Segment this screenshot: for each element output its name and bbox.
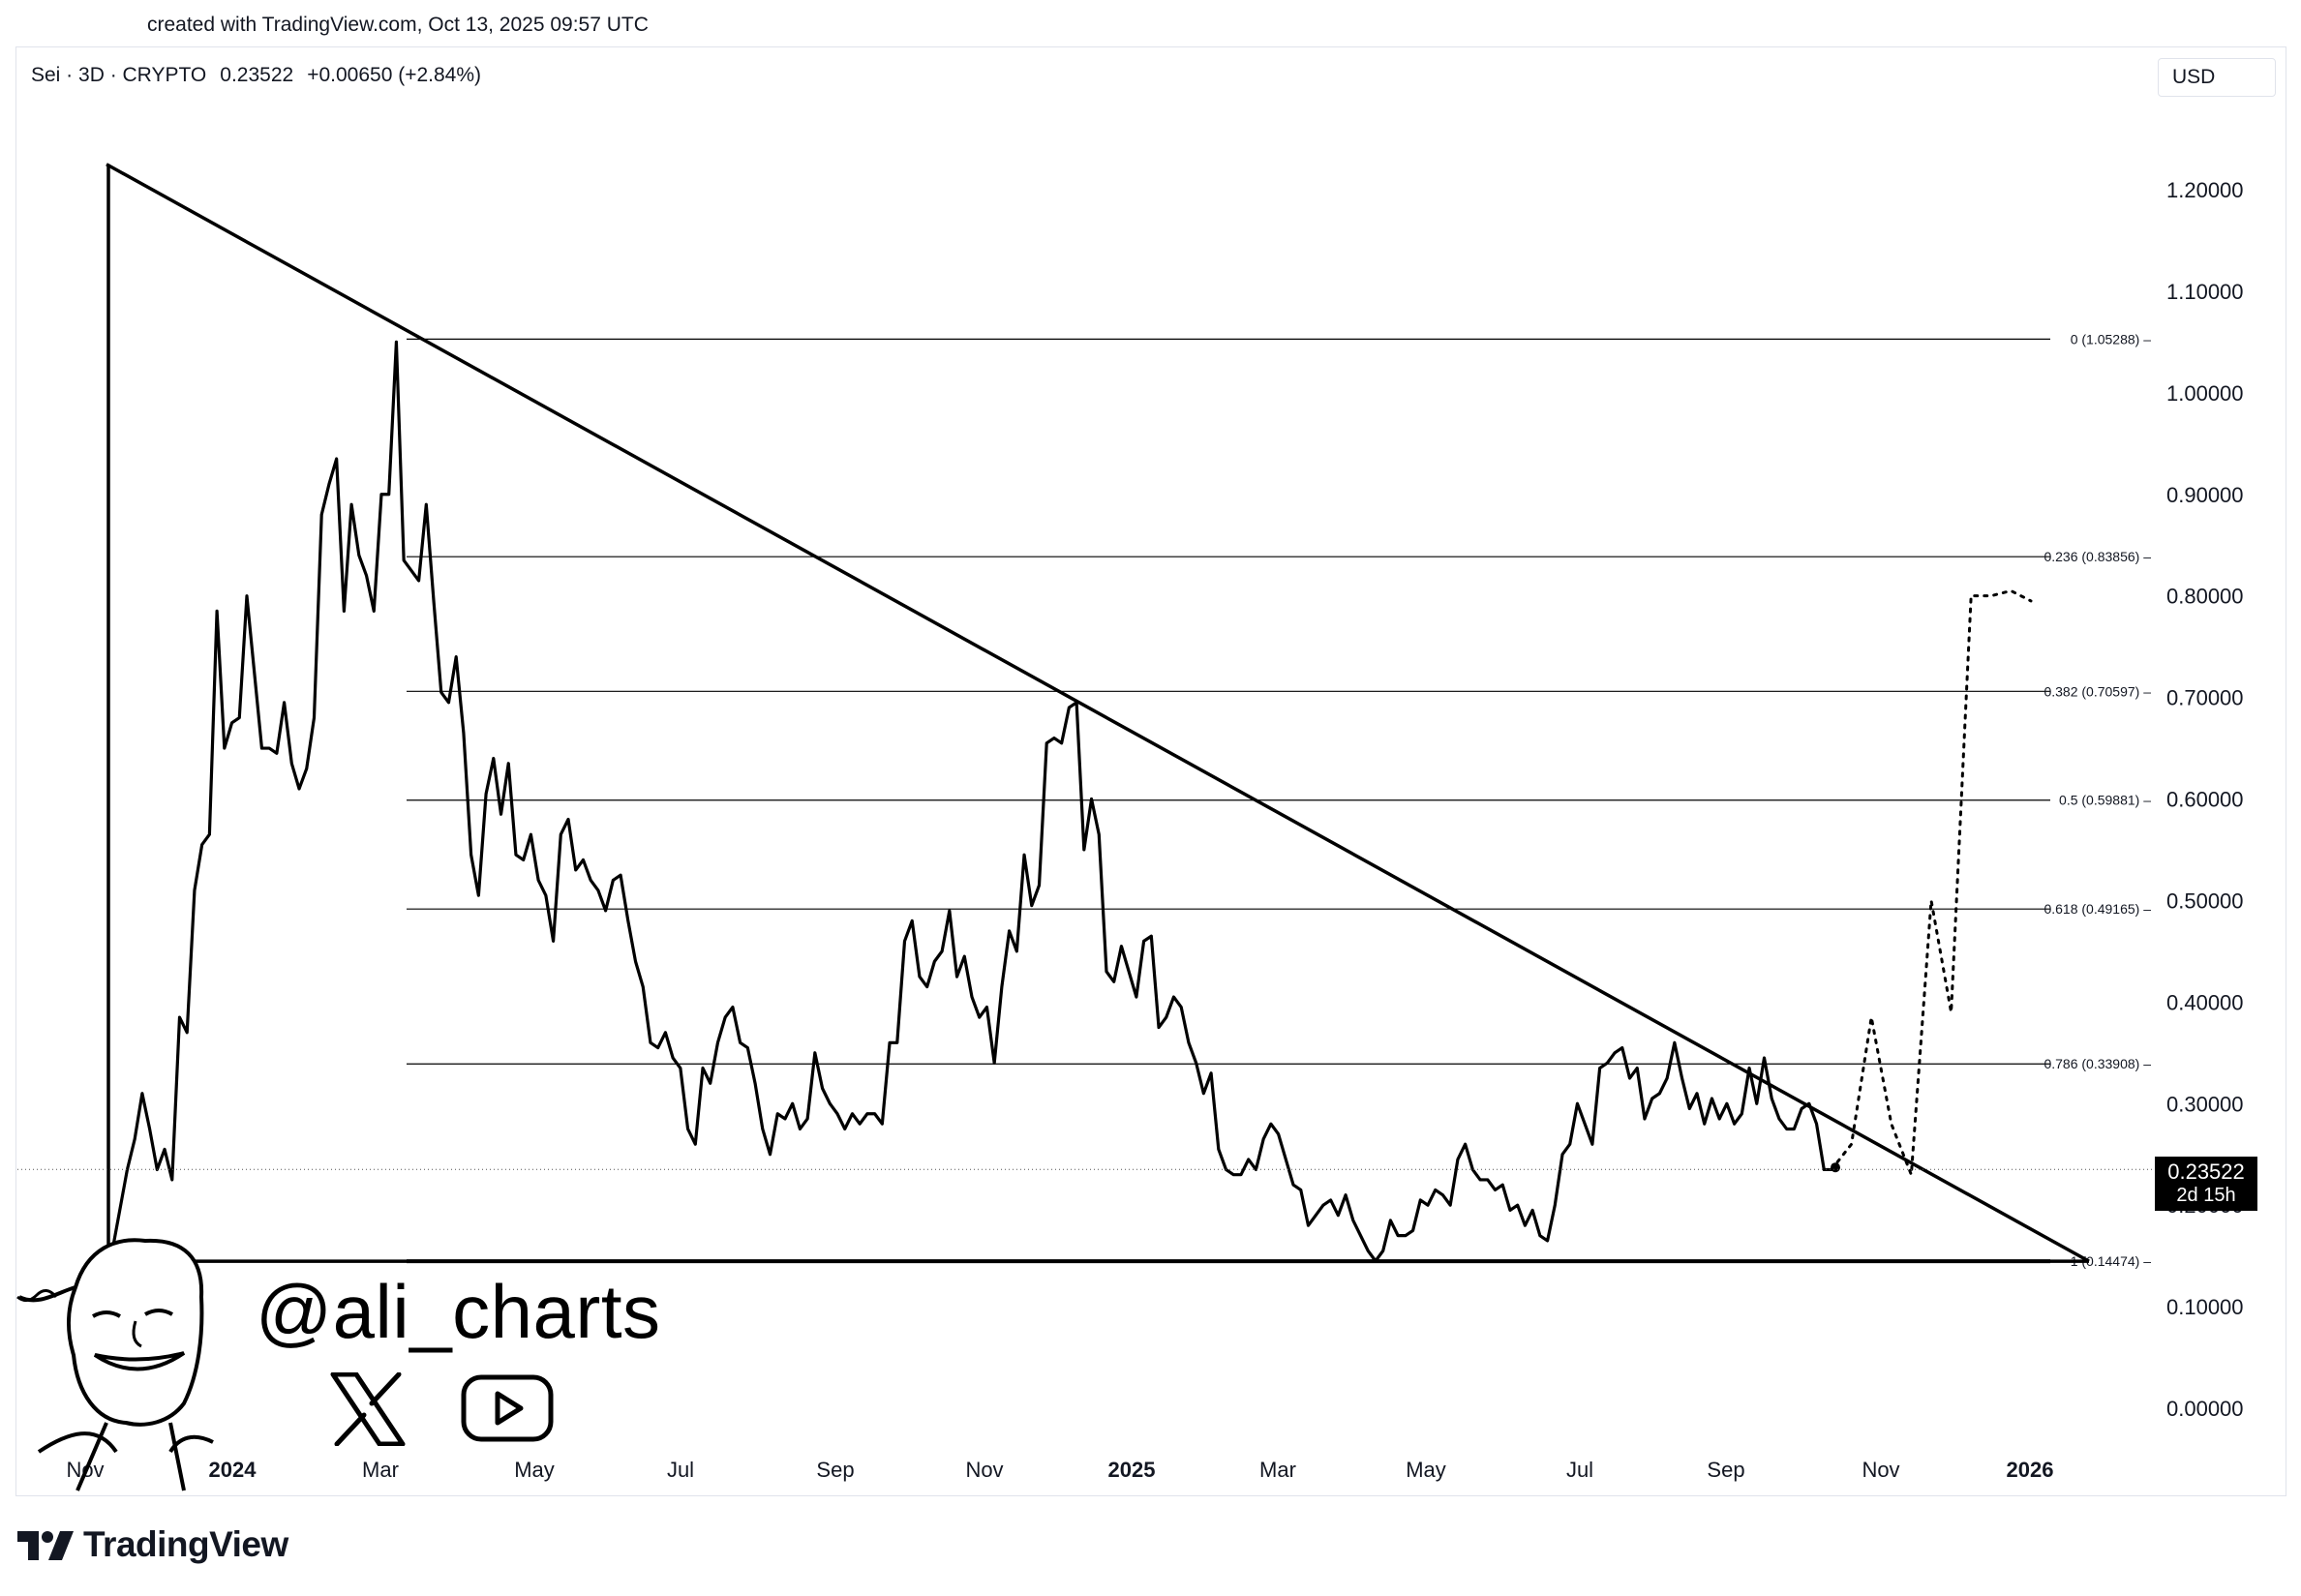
youtube-icon[interactable] (461, 1374, 554, 1447)
fib-level-label: 0.618 (0.49165) – (2044, 901, 2151, 917)
x-tick-label: Jul (1566, 1458, 1593, 1482)
symbol-name[interactable]: Sei · 3D · CRYPTO (31, 64, 207, 86)
y-tick-label: 0.00000 (2166, 1397, 2244, 1421)
fib-level-label: 0.382 (0.70597) – (2044, 683, 2151, 699)
y-tick-label: 1.20000 (2166, 178, 2244, 202)
chart-frame (15, 46, 2286, 1496)
tradingview-logo-text: TradingView (83, 1524, 288, 1564)
currency-button[interactable]: USD (2158, 58, 2276, 97)
y-tick-label: 0.80000 (2166, 585, 2244, 609)
y-tick-label: 0.60000 (2166, 788, 2244, 812)
x-tick-label: 2025 (1108, 1458, 1156, 1482)
x-tick-label: Nov (965, 1458, 1003, 1482)
x-tick-label: May (1406, 1458, 1446, 1482)
price-label: 0.23522 2d 15h (2155, 1157, 2257, 1211)
x-tick-label: Sep (1707, 1458, 1744, 1482)
fib-level-label: 0.236 (0.83856) – (2044, 549, 2151, 564)
author-handle: @ali_charts (256, 1269, 661, 1354)
chart-credit: created with TradingView.com, Oct 13, 20… (147, 14, 649, 36)
x-tick-label: Nov (1862, 1458, 1899, 1482)
y-tick-label: 0.10000 (2166, 1295, 2244, 1319)
x-tick-label: Sep (816, 1458, 854, 1482)
y-tick-label: 1.00000 (2166, 381, 2244, 406)
price-label-value: 0.23522 (2167, 1159, 2245, 1184)
y-tick-label: 0.70000 (2166, 686, 2244, 710)
fib-level-label: 0.5 (0.59881) – (2059, 793, 2151, 808)
fib-level-label: 0.786 (0.33908) – (2044, 1056, 2151, 1071)
fib-level-label: 0 (1.05288) – (2071, 331, 2151, 346)
y-tick-label: 1.10000 (2166, 280, 2244, 304)
y-tick-label: 0.50000 (2166, 888, 2244, 913)
tradingview-logo-icon (17, 1531, 74, 1560)
x-tick-label: 2024 (209, 1458, 257, 1482)
x-tick-label: Mar (1259, 1458, 1296, 1482)
price-change: +0.00650 (+2.84%) (307, 64, 482, 86)
last-price: 0.23522 (220, 64, 294, 86)
x-icon[interactable] (329, 1371, 407, 1451)
symbol-legend: Sei · 3D · CRYPTO 0.23522 +0.00650 (+2.84%… (31, 64, 495, 87)
triangle-resistance-line (106, 163, 2090, 1263)
y-tick-label: 0.90000 (2166, 483, 2244, 507)
y-tick-label: 0.30000 (2166, 1092, 2244, 1116)
price-label-countdown: 2d 15h (2176, 1185, 2236, 1206)
price-line (110, 340, 1832, 1263)
x-tick-label: May (514, 1458, 555, 1482)
projection-path (1830, 588, 2033, 1176)
x-tick-label: 2026 (2007, 1458, 2054, 1482)
tradingview-logo[interactable]: TradingView (17, 1524, 288, 1565)
x-tick-label: Jul (667, 1458, 694, 1482)
fib-level-label: 1 (0.14474) – (2071, 1253, 2151, 1269)
avatar-caricature (16, 1238, 214, 1491)
x-tick-label: Mar (362, 1458, 399, 1482)
y-tick-label: 0.40000 (2166, 990, 2244, 1014)
